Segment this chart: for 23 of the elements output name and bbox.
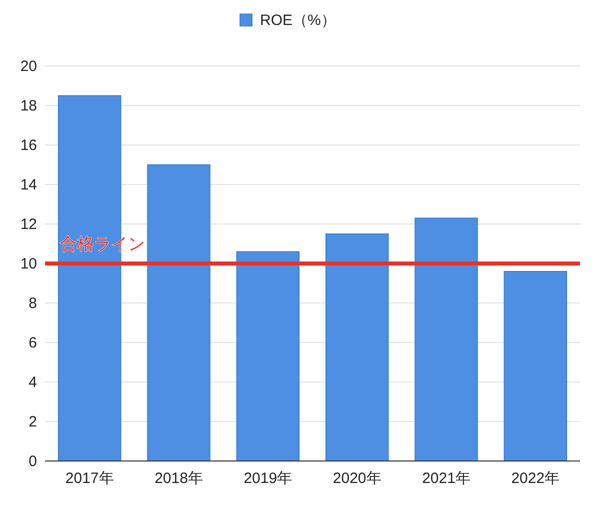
bar: [325, 233, 389, 462]
bar: [414, 218, 478, 462]
legend-label: ROE（%）: [260, 12, 336, 29]
y-tick-label: 12: [20, 216, 37, 233]
x-tick-label: 2017年: [65, 470, 114, 487]
bar: [236, 251, 300, 462]
y-tick-label: 16: [20, 137, 37, 154]
x-tick-label: 2022年: [511, 470, 560, 487]
bar: [147, 164, 210, 462]
y-tick-label: 14: [20, 176, 37, 194]
x-tick-label: 2020年: [332, 470, 382, 487]
x-tick-label: 2019年: [244, 470, 292, 487]
y-tick-label: 0: [28, 453, 37, 470]
y-tick-label: 8: [28, 295, 37, 312]
x-tick-label: 2018年: [154, 470, 203, 487]
y-tick-label: 2: [28, 414, 37, 430]
y-tick-label: 6: [28, 334, 37, 352]
bar: [504, 271, 568, 462]
y-tick-label: 10: [20, 256, 37, 272]
y-tick-label: 20: [20, 58, 37, 75]
y-tick-label: 18: [20, 98, 37, 114]
x-tick-label: 2021年: [422, 470, 470, 487]
y-tick-label: 4: [28, 374, 37, 391]
